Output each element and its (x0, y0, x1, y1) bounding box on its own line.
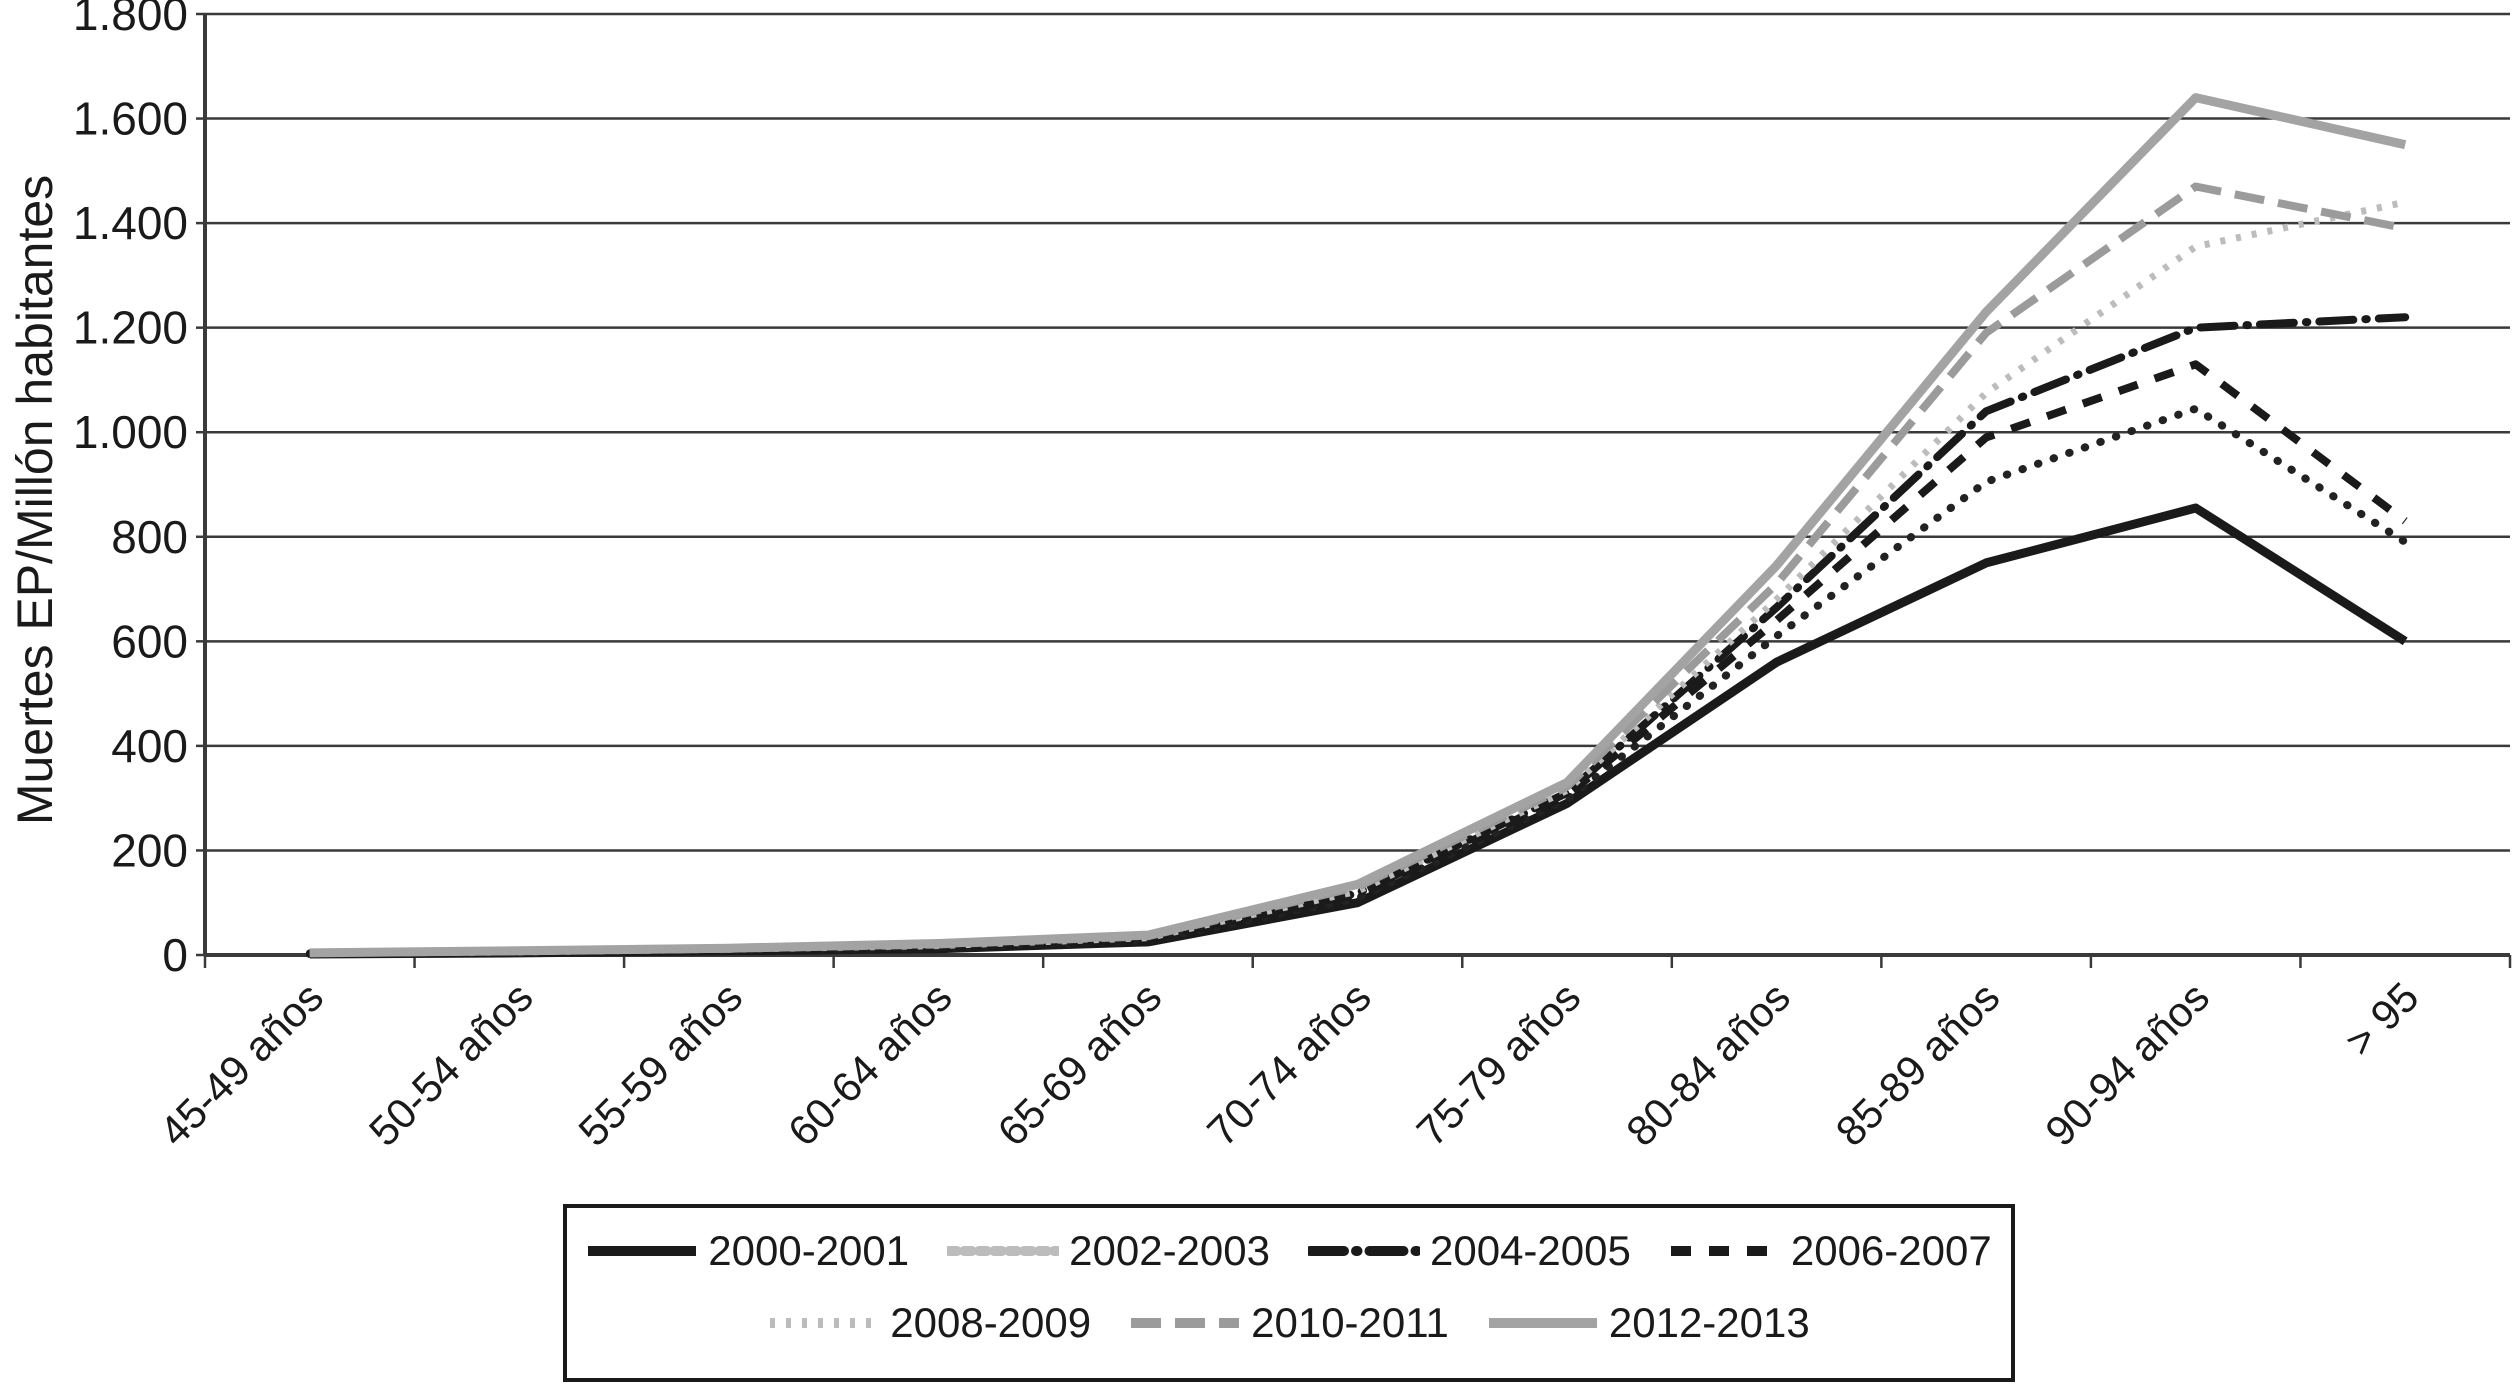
y-tick-label: 1.400 (73, 197, 188, 249)
legend-swatch-2008-2009 (770, 1318, 879, 1328)
legend-item-2008-2009: 2008-2009 (768, 1302, 1091, 1344)
x-tick-label: 65-69 años (988, 973, 1170, 1155)
y-tick-label: 800 (111, 511, 188, 563)
legend-swatch-2004-2005 (1308, 1246, 1420, 1256)
legend-item-2004-2005: 2004-2005 (1308, 1230, 1631, 1272)
x-tick-label: 45-49 años (150, 973, 332, 1155)
legend-swatch-2000-2001 (588, 1246, 697, 1256)
x-tick-label: 60-64 años (779, 973, 961, 1155)
legend-label-2010-2011: 2010-2011 (1251, 1299, 1449, 1346)
legend-swatch-2010-2011 (1131, 1318, 1240, 1328)
y-tick-label: 1.000 (73, 406, 188, 458)
legend-label-2006-2007: 2006-2007 (1790, 1227, 1992, 1274)
x-tick-label: 55-59 años (569, 973, 751, 1155)
series-line-2002-2003 (305, 404, 2410, 958)
legend-item-2010-2011: 2010-2011 (1129, 1302, 1449, 1344)
y-tick-label: 1.600 (73, 93, 188, 145)
y-tick-label: 1.200 (73, 302, 188, 354)
x-tick-label: > 95 (2336, 973, 2428, 1065)
y-tick-label: 600 (111, 615, 188, 667)
y-tick-label: 200 (111, 824, 188, 876)
legend-label-2002-2003: 2002-2003 (1069, 1227, 1270, 1274)
y-tick-label: 0 (162, 929, 188, 981)
x-tick-label: 90-94 años (2036, 973, 2218, 1155)
legend-row-2: 2008-2009 2010-2011 2012-2013 (567, 1302, 2011, 1344)
legend-item-2006-2007: 2006-2007 (1669, 1230, 1992, 1272)
legend-row-1: 2000-2001 2002-2003 2004-2005 2006-2007 (567, 1230, 2011, 1272)
legend-label-2004-2005: 2004-2005 (1430, 1227, 1631, 1274)
series-line-2012-2013 (309, 93, 2407, 958)
x-tick-label: 50-54 años (360, 973, 542, 1155)
series-lines (305, 93, 2410, 959)
y-axis-title: Muertes EP/Millón habitantes (7, 175, 63, 825)
legend-item-2012-2013: 2012-2013 (1487, 1302, 1810, 1344)
series-line-2006-2007 (309, 360, 2408, 958)
legend-swatch-2002-2003 (947, 1246, 1060, 1256)
series-line-2010-2011 (309, 182, 2406, 957)
legend-item-2000-2001: 2000-2001 (586, 1230, 909, 1272)
y-axis-tick-labels: 0 200 400 600 800 1.000 1.200 1.400 1.600 1.800 (73, 0, 188, 981)
series-line-2004-2005 (305, 313, 2410, 958)
axes (196, 12, 2512, 968)
x-axis-tick-labels: 45-49 años 50-54 años 55-59 años 60-64 años… (150, 973, 2427, 1155)
series-line-2008-2009 (309, 198, 2406, 957)
x-tick-label: 75-79 años (1408, 973, 1590, 1155)
legend-label-2012-2013: 2012-2013 (1608, 1299, 1810, 1346)
gridlines (205, 12, 2510, 957)
legend-label-2000-2001: 2000-2001 (708, 1227, 910, 1274)
x-tick-label: 85-89 años (1827, 973, 2009, 1155)
line-chart: 0 200 400 600 800 1.000 1.200 1.400 1.600 1.800 4… (7, 0, 2512, 1155)
legend-swatch-2006-2007 (1670, 1246, 1779, 1256)
legend-swatch-2012-2013 (1488, 1318, 1597, 1328)
x-tick-label: 70-74 años (1198, 973, 1380, 1155)
y-tick-label: 1.800 (73, 0, 188, 40)
legend-item-2002-2003: 2002-2003 (947, 1230, 1270, 1272)
legend: 2000-2001 2002-2003 2004-2005 2006-2007 2008… (563, 1204, 2015, 1382)
y-tick-label: 400 (111, 720, 188, 772)
legend-label-2008-2009: 2008-2009 (890, 1299, 1092, 1346)
x-tick-label: 80-84 años (1617, 973, 1799, 1155)
